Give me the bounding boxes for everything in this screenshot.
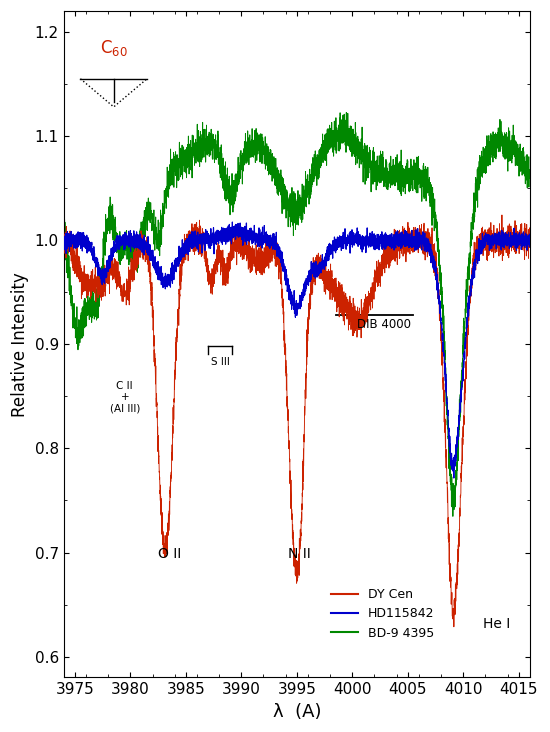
Text: S III: S III (211, 356, 230, 367)
Text: C$_{60}$: C$_{60}$ (100, 37, 128, 58)
X-axis label: λ  (A): λ (A) (273, 703, 321, 721)
Text: O II: O II (157, 548, 181, 561)
Text: He I: He I (483, 617, 510, 631)
Text: N II: N II (288, 548, 310, 561)
Text: DIB 4000: DIB 4000 (357, 318, 411, 332)
Legend: DY Cen, HD115842, BD-9 4395: DY Cen, HD115842, BD-9 4395 (326, 583, 439, 645)
Text: C II
+
(Al III): C II + (Al III) (109, 381, 140, 414)
Y-axis label: Relative Intensity: Relative Intensity (11, 272, 29, 417)
